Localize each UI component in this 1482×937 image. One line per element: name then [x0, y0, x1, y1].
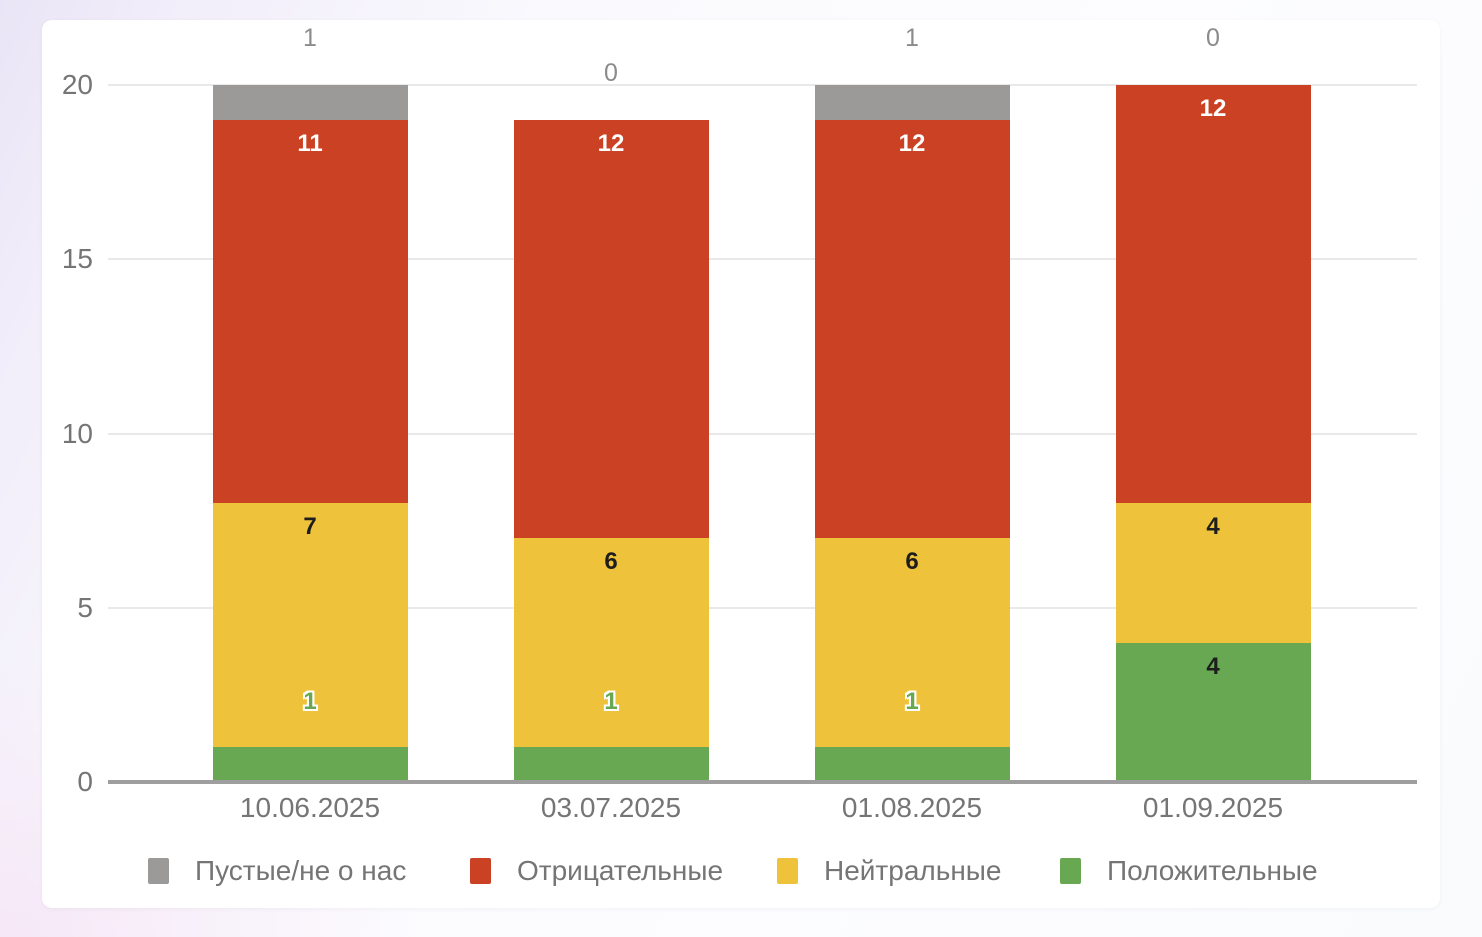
- bar-value-label: 6: [604, 548, 618, 576]
- bar-value-label: 7: [303, 513, 317, 541]
- legend-swatch-icon: [470, 858, 491, 884]
- bar-segment-1[interactable]: [513, 747, 709, 782]
- legend-label: Отрицательные: [517, 855, 724, 886]
- legend-swatch-icon: [1060, 858, 1081, 884]
- bar-value-label: 1: [604, 688, 618, 716]
- bar-segment-3[interactable]: [513, 119, 709, 539]
- x-axis-category-label: 01.09.2025: [1142, 792, 1284, 823]
- y-axis-tick-label: 20: [61, 69, 93, 100]
- y-axis-tick-label: 0: [77, 766, 93, 797]
- bar-segment-3[interactable]: [212, 119, 408, 504]
- bar-segment-2[interactable]: [513, 538, 709, 748]
- legend-label: Положительные: [1107, 855, 1318, 886]
- bar-top-value-label: 0: [1206, 24, 1220, 52]
- y-axis-tick-label: 5: [77, 591, 93, 623]
- bar-value-label: 1: [905, 688, 919, 716]
- legend-item: Нейтральные: [777, 855, 1002, 886]
- legend-item: Отрицательные: [470, 855, 724, 886]
- bar-top-value-label: 1: [905, 24, 919, 52]
- bar-value-label: 12: [1199, 95, 1227, 122]
- bar-top-value-label: 1: [303, 24, 317, 52]
- bar-segment-2[interactable]: [1115, 503, 1311, 643]
- bar-value-label: 6: [905, 548, 919, 576]
- legend-item: Пустые/не о нас: [148, 855, 407, 886]
- legend-label: Нейтральные: [824, 855, 1002, 886]
- bar-segment-4[interactable]: [814, 85, 1010, 120]
- bar-segment-2[interactable]: [212, 503, 408, 748]
- x-axis-baseline: [108, 780, 1417, 784]
- gridline-y-20: [108, 84, 1417, 86]
- gridline-y-10: [108, 432, 1417, 435]
- legend-label: Пустые/не о нас: [195, 855, 407, 886]
- legend-swatch-icon: [777, 858, 798, 884]
- bar-value-label: 12: [597, 129, 625, 157]
- y-axis-tick-label: 10: [61, 417, 93, 449]
- stacked-bar-chart: 0 5 10 15 20 1 7 11 1 10.06.2025 1 6 12 0 03.07.2025 1 6…: [42, 20, 1440, 908]
- bar-value-label: 4: [1206, 652, 1220, 680]
- bar-value-label: 1: [303, 688, 317, 716]
- y-axis-tick-label: 15: [61, 243, 93, 275]
- bar-segment-3[interactable]: [1115, 85, 1311, 504]
- bar-value-label: 12: [898, 129, 926, 157]
- bar-segment-1[interactable]: [1115, 642, 1311, 782]
- chart-card: 0 5 10 15 20 1 7 11 1 10.06.2025 1 6 12 0 03.07.2025 1 6…: [42, 20, 1440, 908]
- bar-top-value-label: 0: [604, 58, 618, 87]
- legend-item: Положительные: [1060, 855, 1318, 886]
- bar-segment-1[interactable]: [212, 747, 408, 782]
- gridline-y-5: [108, 606, 1417, 609]
- x-axis-category-label: 10.06.2025: [239, 792, 381, 823]
- bar-segment-1[interactable]: [814, 747, 1010, 782]
- bar-value-label: 4: [1206, 513, 1220, 541]
- gridline-y-15: [108, 258, 1417, 261]
- bar-segment-2[interactable]: [814, 538, 1010, 748]
- bar-value-label: 11: [297, 129, 323, 157]
- bar-segment-3[interactable]: [814, 119, 1010, 539]
- x-axis-category-label: 03.07.2025: [540, 792, 682, 823]
- bar-segment-4[interactable]: [212, 85, 408, 120]
- x-axis-category-label: 01.08.2025: [841, 792, 983, 823]
- legend-swatch-icon: [148, 858, 169, 884]
